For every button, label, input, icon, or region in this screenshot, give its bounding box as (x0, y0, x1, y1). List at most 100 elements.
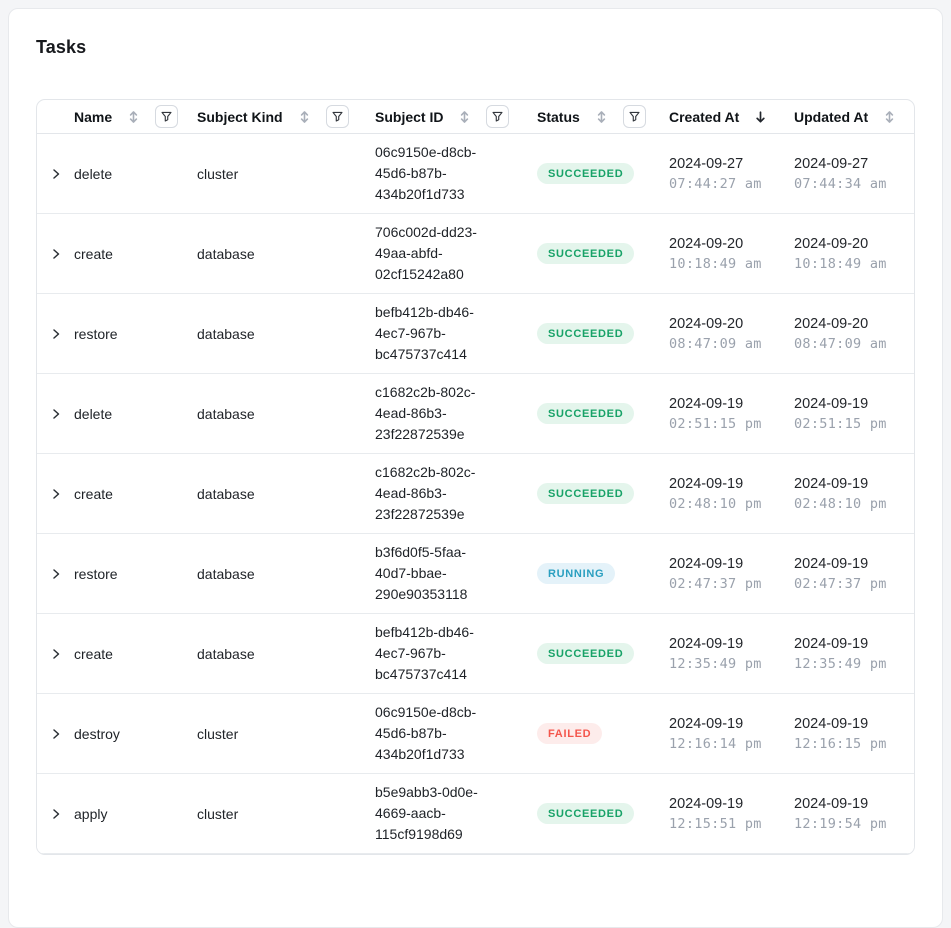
column-label: Name (74, 108, 113, 125)
expand-row-button[interactable] (45, 723, 67, 745)
created-at-cell: 2024-09-27 07:44:27 am (669, 154, 794, 194)
updated-date: 2024-09-20 (794, 235, 869, 252)
column-header[interactable]: Status (537, 100, 669, 133)
table-body: delete cluster 06c9150e-d8cb-45d6-b87b-4… (37, 134, 914, 854)
sort-toggle-icon[interactable] (595, 110, 608, 124)
expand-row-button[interactable] (45, 563, 67, 585)
created-time: 08:47:09 am (669, 335, 762, 352)
created-date: 2024-09-20 (669, 235, 744, 252)
expand-row-button[interactable] (45, 803, 67, 825)
expander-column-header (37, 100, 74, 133)
status-badge: SUCCEEDED (537, 323, 635, 344)
chevron-right-icon (52, 408, 59, 419)
created-at-cell: 2024-09-20 10:18:49 am (669, 234, 794, 274)
updated-date: 2024-09-19 (794, 635, 869, 652)
status-badge: SUCCEEDED (537, 803, 635, 824)
status-badge: SUCCEEDED (537, 643, 635, 664)
updated-date: 2024-09-19 (794, 795, 869, 812)
created-at-cell: 2024-09-19 12:16:14 pm (669, 714, 794, 754)
updated-date: 2024-09-19 (794, 395, 869, 412)
column-label: Subject Kind (197, 108, 283, 125)
filter-button[interactable] (622, 105, 646, 128)
created-at-cell: 2024-09-19 12:15:51 pm (669, 794, 794, 834)
task-name: restore (74, 565, 118, 582)
updated-at-cell: 2024-09-19 02:48:10 pm (794, 474, 914, 514)
chevron-right-icon (52, 728, 59, 739)
subject-kind: database (197, 325, 255, 342)
filter-button[interactable] (325, 105, 349, 128)
updated-at-cell: 2024-09-19 12:19:54 pm (794, 794, 914, 834)
subject-kind: database (197, 485, 255, 502)
created-at-cell: 2024-09-20 08:47:09 am (669, 314, 794, 354)
sort-toggle-icon[interactable] (298, 110, 311, 124)
column-header[interactable]: Subject Kind (197, 100, 375, 133)
created-at-cell: 2024-09-19 12:35:49 pm (669, 634, 794, 674)
status-badge: RUNNING (537, 563, 616, 584)
task-name: create (74, 245, 113, 262)
created-time: 02:48:10 pm (669, 495, 762, 512)
updated-date: 2024-09-19 (794, 555, 869, 572)
chevron-right-icon (52, 568, 59, 579)
created-date: 2024-09-19 (669, 795, 744, 812)
created-time: 12:35:49 pm (669, 655, 762, 672)
filter-button[interactable] (155, 105, 179, 128)
funnel-icon (492, 111, 504, 122)
chevron-right-icon (52, 488, 59, 499)
sort-toggle-icon[interactable] (127, 110, 140, 124)
updated-date: 2024-09-27 (794, 155, 869, 172)
subject-kind: database (197, 405, 255, 422)
table-row: restore database befb412b-db46-4ec7-967b… (37, 294, 914, 374)
created-at-cell: 2024-09-19 02:48:10 pm (669, 474, 794, 514)
task-name: create (74, 645, 113, 662)
updated-at-cell: 2024-09-19 12:16:15 pm (794, 714, 914, 754)
expand-row-button[interactable] (45, 243, 67, 265)
created-time: 10:18:49 am (669, 255, 762, 272)
sort-descending-icon[interactable] (754, 110, 767, 124)
updated-time: 02:47:37 pm (794, 575, 887, 592)
filter-button[interactable] (486, 105, 510, 128)
created-date: 2024-09-19 (669, 395, 744, 412)
table-row: restore database b3f6d0f5-5faa-40d7-bbae… (37, 534, 914, 614)
updated-at-cell: 2024-09-27 07:44:34 am (794, 154, 914, 194)
updated-time: 12:16:15 pm (794, 735, 887, 752)
created-time: 12:16:14 pm (669, 735, 762, 752)
column-label: Created At (669, 108, 740, 125)
created-time: 12:15:51 pm (669, 815, 762, 832)
column-header[interactable]: Created At (669, 100, 794, 133)
expand-row-button[interactable] (45, 323, 67, 345)
created-time: 07:44:27 am (669, 175, 762, 192)
created-at-cell: 2024-09-19 02:51:15 pm (669, 394, 794, 434)
subject-kind: database (197, 645, 255, 662)
updated-time: 02:51:15 pm (794, 415, 887, 432)
updated-time: 12:19:54 pm (794, 815, 887, 832)
updated-time: 02:48:10 pm (794, 495, 887, 512)
task-name: delete (74, 405, 113, 422)
sort-toggle-icon[interactable] (883, 110, 896, 124)
expand-row-button[interactable] (45, 403, 67, 425)
expand-row-button[interactable] (45, 483, 67, 505)
expand-row-button[interactable] (45, 643, 67, 665)
funnel-icon (161, 111, 172, 122)
sort-toggle-icon[interactable] (458, 110, 471, 124)
column-label: Subject ID (375, 108, 444, 125)
table-row: delete database c1682c2b-802c-4ead-86b3-… (37, 374, 914, 454)
status-badge: SUCCEEDED (537, 403, 635, 424)
created-date: 2024-09-19 (669, 475, 744, 492)
expand-row-button[interactable] (45, 163, 67, 185)
created-date: 2024-09-19 (669, 635, 744, 652)
column-label: Status (537, 108, 580, 125)
subject-kind: database (197, 245, 255, 262)
subject-kind: cluster (197, 165, 239, 182)
column-header[interactable]: Subject ID (375, 100, 537, 133)
task-name: delete (74, 165, 113, 182)
updated-at-cell: 2024-09-19 02:51:15 pm (794, 394, 914, 434)
subject-id: b3f6d0f5-5faa-40d7-bbae-290e90353118 (375, 544, 468, 602)
status-badge: SUCCEEDED (537, 483, 635, 504)
column-header[interactable]: Name (74, 100, 197, 133)
status-badge: SUCCEEDED (537, 243, 635, 264)
page-title: Tasks (36, 37, 87, 57)
column-header[interactable]: Updated At (794, 100, 914, 133)
funnel-icon (629, 111, 640, 122)
updated-at-cell: 2024-09-20 08:47:09 am (794, 314, 914, 354)
subject-kind: cluster (197, 725, 239, 742)
